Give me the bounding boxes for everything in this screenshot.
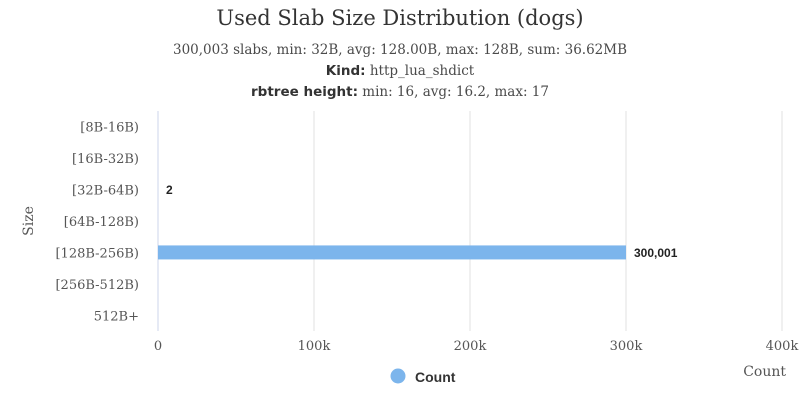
- bars: [158, 182, 627, 260]
- y-tick-label: [8B-16B): [80, 121, 139, 136]
- data-labels: 2 300,001: [166, 183, 678, 260]
- rbtree-label: rbtree height:: [251, 84, 358, 100]
- bar[interactable]: [158, 245, 627, 260]
- x-tick-label: 400k: [766, 339, 799, 354]
- x-axis-title: Count: [743, 364, 786, 380]
- data-label: 300,001: [634, 246, 678, 260]
- y-tick-label: 512B+: [94, 309, 139, 324]
- y-tick-label: [64B-128B): [64, 215, 139, 230]
- x-tick-label: 0: [154, 339, 162, 354]
- y-tick-label: [128B-256B): [55, 246, 139, 261]
- kind-label: Kind:: [325, 63, 366, 79]
- legend-marker-count[interactable]: [390, 368, 406, 384]
- y-tick-label: [32B-64B): [72, 184, 139, 199]
- x-tick-label: 100k: [298, 339, 331, 354]
- x-axis-tick-labels: 0 100k 200k 300k 400k: [154, 339, 799, 354]
- kind-value: http_lua_shdict: [369, 63, 475, 79]
- rbtree-value: min: 16, avg: 16.2, max: 17: [362, 84, 549, 100]
- y-tick-label: [16B-32B): [72, 152, 139, 167]
- legend-label-count[interactable]: Count: [415, 369, 456, 385]
- y-axis-tick-labels: [8B-16B) [16B-32B) [32B-64B) [64B-128B) [128…: [55, 121, 139, 325]
- chart-subtitle: 300,003 slabs, min: 32B, avg: 128.00B, m…: [172, 42, 628, 58]
- x-tick-label: 200k: [454, 339, 487, 354]
- legend[interactable]: Count: [390, 368, 456, 386]
- y-tick-label: [256B-512B): [55, 278, 139, 293]
- y-axis-title: Size: [21, 206, 37, 236]
- rbtree-line: rbtree height: min: 16, avg: 16.2, max: …: [0, 84, 800, 100]
- data-label: 2: [166, 183, 173, 197]
- kind-line: Kind: http_lua_shdict: [0, 63, 800, 79]
- chart-title: Used Slab Size Distribution (dogs): [216, 6, 584, 30]
- gridlines: [157, 111, 783, 331]
- x-tick-label: 300k: [610, 339, 643, 354]
